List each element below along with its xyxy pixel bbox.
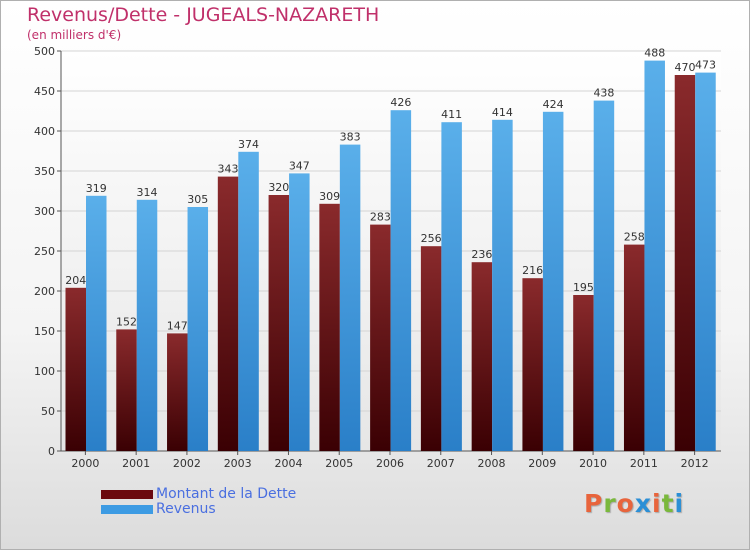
bar-debt xyxy=(573,295,594,451)
y-tick-label: 400 xyxy=(34,125,55,138)
bar-revenue xyxy=(390,110,412,451)
logo-letter: t xyxy=(661,489,675,518)
logo-letter: r xyxy=(603,489,617,518)
x-tick-label: 2009 xyxy=(528,457,556,470)
data-label-revenue: 473 xyxy=(695,59,716,72)
bar-debt xyxy=(217,176,239,451)
bar-debt xyxy=(370,224,391,451)
data-label-revenue: 347 xyxy=(289,159,310,172)
y-tick-label: 350 xyxy=(34,165,55,178)
bar-debt xyxy=(522,278,543,451)
bar-revenue xyxy=(644,60,665,451)
data-label-debt: 283 xyxy=(370,211,391,224)
data-label-debt: 309 xyxy=(319,190,340,203)
y-tick-label: 0 xyxy=(48,445,55,458)
data-label-revenue: 305 xyxy=(187,193,208,206)
data-label-revenue: 319 xyxy=(86,182,107,195)
data-label-revenue: 424 xyxy=(543,98,564,111)
data-label-debt: 258 xyxy=(624,231,645,244)
logo-letter: i xyxy=(674,489,685,518)
data-label-revenue: 426 xyxy=(390,96,411,109)
data-label-revenue: 414 xyxy=(492,106,513,119)
bar-debt xyxy=(65,287,86,451)
data-label-debt: 256 xyxy=(421,232,442,245)
bar-revenue xyxy=(593,100,615,451)
bar-revenue xyxy=(441,122,462,451)
logo-letter: P xyxy=(584,489,604,518)
bar-debt xyxy=(319,203,340,451)
x-tick-label: 2010 xyxy=(579,457,607,470)
data-label-debt: 470 xyxy=(674,61,695,74)
data-label-revenue: 383 xyxy=(340,131,361,144)
bar-revenue xyxy=(187,207,209,451)
data-label-debt: 216 xyxy=(522,264,543,277)
data-label-debt: 147 xyxy=(167,319,188,332)
data-label-debt: 320 xyxy=(268,181,289,194)
logo-letter: o xyxy=(616,489,635,518)
legend-swatch-debt xyxy=(101,490,153,499)
bar-revenue xyxy=(542,111,564,452)
chart-subtitle: (en milliers d'€) xyxy=(27,28,122,42)
bar-debt xyxy=(471,262,493,451)
x-tick-label: 2008 xyxy=(478,457,506,470)
y-tick-label: 500 xyxy=(34,45,55,58)
data-label-debt: 343 xyxy=(218,163,239,176)
x-tick-label: 2011 xyxy=(630,457,658,470)
bar-chart: 0 50 100 150 200 250 300 350 400 450 500 204 319 2000… xyxy=(34,45,721,470)
data-label-revenue: 374 xyxy=(238,138,259,151)
x-tick-label: 2002 xyxy=(173,457,201,470)
data-label-revenue: 314 xyxy=(137,186,158,199)
y-tick-label: 200 xyxy=(34,285,55,298)
bar-revenue xyxy=(695,72,716,451)
bar-debt xyxy=(167,333,188,451)
y-tick-label: 450 xyxy=(34,85,55,98)
proxiti-logo: Proxiti xyxy=(584,489,684,518)
bar-debt xyxy=(674,75,696,451)
bar-revenue xyxy=(238,151,259,452)
data-label-debt: 204 xyxy=(65,274,86,287)
bar-debt xyxy=(116,329,137,451)
x-tick-label: 2012 xyxy=(681,457,709,470)
x-tick-label: 2004 xyxy=(274,457,302,470)
data-label-revenue: 438 xyxy=(593,87,614,100)
data-label-debt: 195 xyxy=(573,281,594,294)
y-tick-label: 100 xyxy=(34,365,55,378)
bar-revenue xyxy=(136,199,158,451)
y-tick-label: 300 xyxy=(34,205,55,218)
logo-letter: i xyxy=(652,489,662,518)
bar-debt xyxy=(268,195,290,451)
x-tick-label: 2007 xyxy=(427,457,455,470)
data-label-revenue: 411 xyxy=(441,108,462,121)
x-tick-label: 2000 xyxy=(71,457,99,470)
data-label-debt: 236 xyxy=(471,248,492,261)
legend-swatch-revenue xyxy=(101,505,153,514)
legend-label-debt: Montant de la Dette xyxy=(156,486,297,502)
bar-debt xyxy=(623,244,645,451)
chart-title: Revenus/Dette - JUGEALS-NAZARETH xyxy=(27,4,380,26)
y-tick-label: 250 xyxy=(34,245,55,258)
bar-debt xyxy=(420,246,442,451)
y-tick-label: 150 xyxy=(34,325,55,338)
bar-revenue xyxy=(492,119,513,452)
data-label-debt: 152 xyxy=(116,315,137,328)
legend-label-revenue: Revenus xyxy=(156,501,216,517)
x-tick-label: 2003 xyxy=(224,457,252,470)
x-tick-label: 2001 xyxy=(122,457,150,470)
bar-revenue xyxy=(339,144,361,451)
x-tick-label: 2005 xyxy=(325,457,353,470)
logo-letter: x xyxy=(634,489,652,518)
x-tick-label: 2006 xyxy=(376,457,404,470)
bar-revenue xyxy=(86,195,107,451)
y-tick-label: 50 xyxy=(41,405,55,418)
bar-revenue xyxy=(289,173,310,451)
data-label-revenue: 488 xyxy=(644,47,665,60)
